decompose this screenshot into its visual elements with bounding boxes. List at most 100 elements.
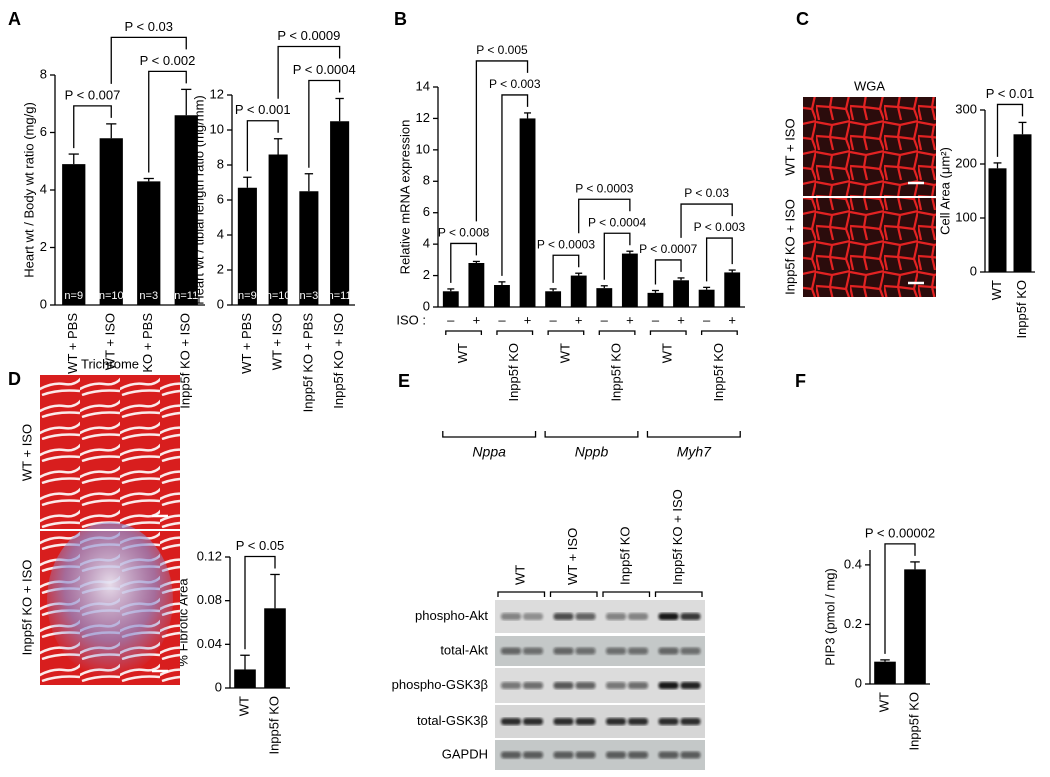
y-tick-label: 6 [423,204,430,219]
n-label: n=3 [139,290,158,302]
blot-band [575,682,596,689]
bar [1013,134,1032,272]
significance-label: P < 0.01 [986,86,1035,101]
y-tick-label: 0.12 [197,548,222,563]
lane-bracket [602,591,651,597]
blot-band [523,613,543,620]
panel-letter: C [796,9,809,29]
n-label: n=11 [328,290,352,302]
y-tick-label: 8 [217,156,224,171]
significance-bracket [884,543,916,654]
blot-band [680,718,701,725]
significance-label: P < 0.0003 [537,237,595,251]
x-tick-label: Inpp5f KO [266,696,281,755]
gene-bracket [442,431,537,438]
significance-label: P < 0.0009 [277,28,340,43]
x-tick-label: WT [236,696,251,716]
bar [698,289,715,307]
blot-band [628,613,648,620]
y-tick-label: 6 [217,191,224,206]
blot-row-label: phospho-Akt [415,608,488,623]
significance-label: P < 0.002 [140,53,196,68]
gene-label: Myh7 [677,444,712,460]
panel-letter: E [398,371,410,391]
n-label: n=9 [64,290,83,302]
significance-label: P < 0.05 [236,538,285,553]
x-tick-label: – [550,312,558,327]
blot-band [575,613,596,620]
significance-bracket [244,555,276,650]
bar [62,164,86,305]
x-tick-label: + [473,312,481,327]
lane-label: WT [513,565,528,585]
blot-band [680,647,701,655]
y-tick-label: 100 [955,209,977,224]
bar [904,569,926,684]
significance-bracket [705,237,733,282]
significance-label: P < 0.03 [684,186,729,200]
row-label: Inpp5f KO + ISO [19,560,34,656]
significance-bracket [148,70,187,173]
y-tick-label: 0 [215,679,222,694]
gene-bracket [544,431,639,438]
significance-bracket [277,45,341,99]
x-tick-label: Inpp5f KO + ISO [331,313,346,409]
x-tick-label: + [575,312,583,327]
bar [137,181,161,305]
blot-band [523,647,543,655]
significance-label: P < 0.001 [235,102,291,117]
bar [299,191,319,305]
blot-band [523,718,543,725]
n-label: n=3 [300,290,319,302]
y-tick-label: 0.04 [197,636,222,651]
significance-bracket [246,120,279,172]
x-tick-label: – [447,312,455,327]
x-tick-label: – [652,312,660,327]
y-tick-label: 300 [955,101,977,116]
blot-band [658,613,679,620]
bar [234,669,256,688]
blot-band [501,682,521,689]
blot-band [606,682,626,689]
bar [468,263,485,307]
significance-label: P < 0.0004 [293,62,356,77]
blot-band [658,718,679,725]
significance-bracket [450,242,478,283]
blot-row-label: total-Akt [440,642,488,657]
fibrosis [47,522,173,678]
gene-label: Nppa [472,444,506,460]
y-tick-label: 0 [855,675,862,690]
blot-band [501,647,521,655]
group-label: Inpp5f KO [506,343,521,402]
x-tick-label: – [498,312,506,327]
y-axis-label: Heart wt / tibial length ratio (mg/mm) [191,95,206,305]
significance-bracket [603,232,631,280]
blot-band [628,718,648,725]
bar [99,138,123,305]
blot-row-label: total-GSK3β [417,713,488,728]
bar [673,280,689,307]
x-tick-label: WT + PBS [239,313,254,374]
bar [570,275,587,307]
bar [545,291,562,307]
group-bracket [547,330,585,335]
significance-bracket [475,60,529,222]
n-label: n=10 [99,290,124,302]
y-axis-label: Heart wt / Body wt ratio (mg/g) [21,102,36,278]
blot-band [553,682,574,689]
group-label: WT [660,343,675,363]
panel-letter: B [394,9,407,29]
y-tick-label: 6 [40,124,47,139]
blot-band [606,718,626,725]
lane-bracket [654,591,703,597]
significance-label: P < 0.00002 [865,525,935,540]
y-tick-label: 200 [955,155,977,170]
panel-letter: D [8,369,21,389]
lane-bracket [549,591,598,597]
bar [174,115,198,305]
blot-band [628,682,648,689]
significance-label: P < 0.005 [476,43,528,57]
blot-band [575,647,596,655]
lane-bracket [497,591,546,597]
bar [268,154,288,305]
